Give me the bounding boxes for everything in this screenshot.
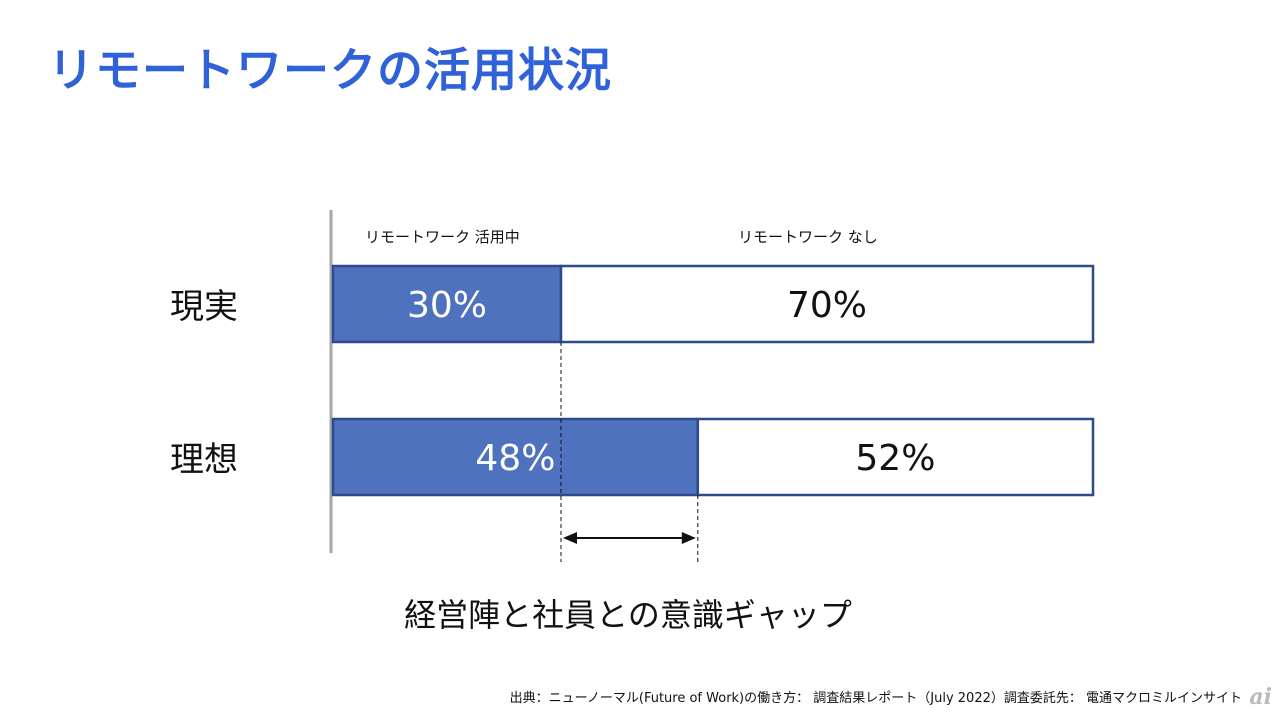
bar-segment: [331, 417, 700, 497]
data-label: 48%: [475, 438, 555, 479]
gap-arrow-right-head: [681, 532, 696, 544]
gap-annotation: 経営陣と社員との意識ギャップ: [404, 596, 852, 634]
data-label: 70%: [787, 285, 867, 326]
logo: ai: [1249, 684, 1272, 710]
data-label: 52%: [855, 438, 935, 479]
gap-arrow-left-head: [563, 532, 577, 544]
data-label: 30%: [407, 285, 487, 326]
category-label: 現実: [170, 287, 238, 327]
page-title: リモートワークの活用状況: [48, 43, 612, 97]
bar-segment: [331, 264, 563, 344]
legend-active: リモートワーク 活用中: [365, 228, 520, 246]
bar-segment: [559, 264, 1095, 344]
legend-none: リモートワーク なし: [738, 228, 878, 246]
bar-segment: [696, 417, 1095, 497]
source-citation: 出典：ニューノーマル(Future of Work)の働き方： 調査結果レポート…: [509, 691, 1242, 706]
category-label: 理想: [170, 440, 238, 480]
